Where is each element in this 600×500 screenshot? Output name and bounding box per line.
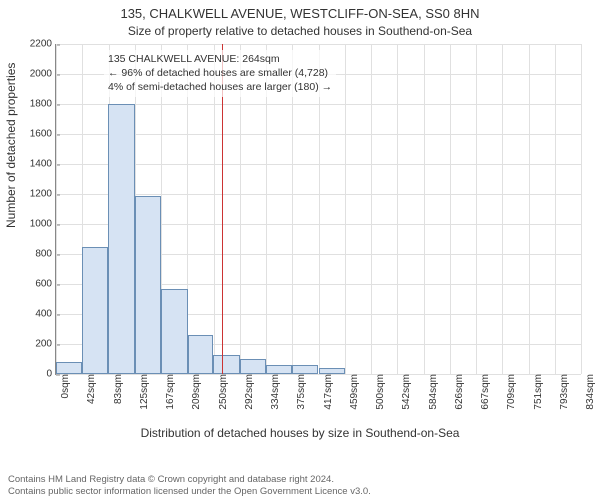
x-tick-label: 834sqm <box>581 374 596 410</box>
y-tick-label: 2200 <box>14 39 56 50</box>
x-tick-label: 292sqm <box>240 374 255 410</box>
gridline-v <box>581 44 582 374</box>
y-axis-label: Number of detached properties <box>4 63 18 228</box>
gridline-v <box>345 44 346 374</box>
x-tick-label: 334sqm <box>266 374 281 410</box>
histogram-bar <box>56 362 82 374</box>
gridline-v <box>502 44 503 374</box>
x-tick-label: 459sqm <box>345 374 360 410</box>
x-tick-label: 751sqm <box>529 374 544 410</box>
x-tick-label: 42sqm <box>82 374 97 404</box>
x-tick-label: 667sqm <box>476 374 491 410</box>
gridline-v <box>450 44 451 374</box>
x-tick-label: 542sqm <box>397 374 412 410</box>
y-tick-label: 1600 <box>14 129 56 140</box>
footer-attribution: Contains HM Land Registry data © Crown c… <box>8 474 371 498</box>
x-axis-label: Distribution of detached houses by size … <box>0 426 600 440</box>
gridline-v <box>371 44 372 374</box>
gridline-v <box>529 44 530 374</box>
gridline-v <box>56 44 57 374</box>
footer-line2: Contains public sector information licen… <box>8 486 371 498</box>
histogram-bar <box>108 104 134 374</box>
x-tick-label: 626sqm <box>450 374 465 410</box>
y-tick-label: 1000 <box>14 219 56 230</box>
page-subtitle: Size of property relative to detached ho… <box>0 24 600 38</box>
annotation-line3: 4% of semi-detached houses are larger (1… <box>108 80 332 94</box>
x-tick-label: 417sqm <box>319 374 334 410</box>
gridline-v <box>397 44 398 374</box>
page-title: 135, CHALKWELL AVENUE, WESTCLIFF-ON-SEA,… <box>0 6 600 22</box>
gridline-v <box>424 44 425 374</box>
y-tick-label: 600 <box>14 279 56 290</box>
histogram-bar <box>135 196 161 375</box>
y-tick-label: 800 <box>14 249 56 260</box>
y-tick-label: 1400 <box>14 159 56 170</box>
x-tick-label: 167sqm <box>161 374 176 410</box>
y-tick-label: 200 <box>14 339 56 350</box>
histogram-bar <box>319 368 345 374</box>
histogram-bar <box>188 335 214 374</box>
x-tick-label: 500sqm <box>371 374 386 410</box>
chart-container: Number of detached properties 0200400600… <box>0 38 600 458</box>
y-tick-label: 1800 <box>14 99 56 110</box>
histogram-bar <box>213 355 239 375</box>
gridline-v <box>555 44 556 374</box>
x-tick-label: 793sqm <box>555 374 570 410</box>
annotation-box: 135 CHALKWELL AVENUE: 264sqm ← 96% of de… <box>104 50 336 97</box>
x-tick-label: 83sqm <box>109 374 124 404</box>
x-tick-label: 0sqm <box>56 374 71 398</box>
x-tick-label: 375sqm <box>292 374 307 410</box>
y-tick-label: 0 <box>14 369 56 380</box>
histogram-bar <box>82 247 108 375</box>
x-tick-label: 125sqm <box>135 374 150 410</box>
x-tick-label: 709sqm <box>502 374 517 410</box>
y-tick-label: 2000 <box>14 69 56 80</box>
histogram-bar <box>292 365 318 374</box>
histogram-bar <box>266 365 292 374</box>
x-tick-label: 250sqm <box>214 374 229 410</box>
gridline-v <box>476 44 477 374</box>
y-tick-label: 1200 <box>14 189 56 200</box>
y-tick-label: 400 <box>14 309 56 320</box>
histogram-bar <box>240 359 266 374</box>
footer-line1: Contains HM Land Registry data © Crown c… <box>8 474 371 486</box>
x-tick-label: 209sqm <box>187 374 202 410</box>
annotation-line1: 135 CHALKWELL AVENUE: 264sqm <box>108 52 332 66</box>
histogram-bar <box>161 289 187 375</box>
plot-area: 0200400600800100012001400160018002000220… <box>55 44 581 375</box>
x-tick-label: 584sqm <box>424 374 439 410</box>
annotation-line2: ← 96% of detached houses are smaller (4,… <box>108 66 332 80</box>
